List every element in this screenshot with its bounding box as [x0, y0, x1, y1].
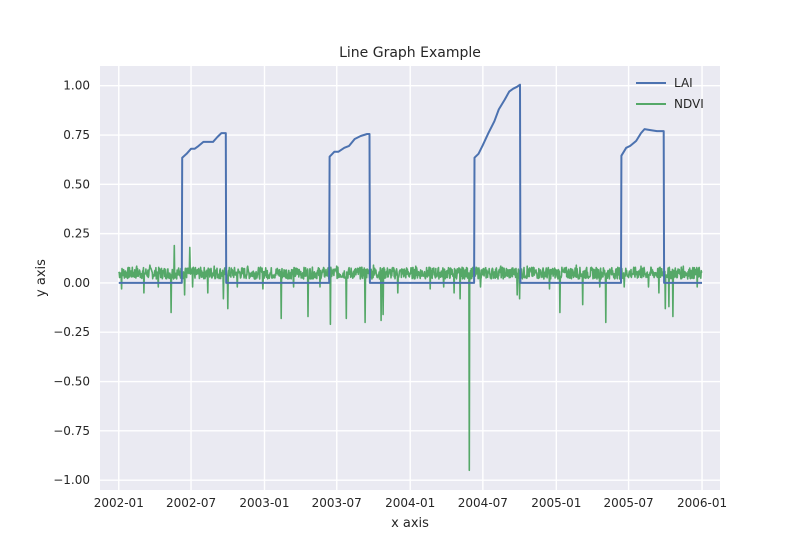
x-tick-label: 2006-01	[677, 496, 727, 510]
y-tick-label: −0.25	[53, 325, 90, 339]
y-tick-label: 0.50	[63, 177, 90, 191]
x-tick-label: 2003-07	[312, 496, 362, 510]
x-tick-label: 2004-07	[458, 496, 508, 510]
x-tick-label: 2002-07	[166, 496, 216, 510]
y-tick-labels: 1.00 0.75 0.50 0.25 0.00 −0.25 −0.50 −0.75 −1.00	[53, 79, 90, 487]
series-layer	[118, 83, 703, 472]
x-tick-label: 2004-01	[385, 496, 435, 510]
legend-label-ndvi: NDVI	[674, 97, 704, 111]
x-tick-label: 2005-07	[604, 496, 654, 510]
y-tick-label: 0.25	[63, 227, 90, 241]
y-tick-label: −0.75	[53, 424, 90, 438]
chart-title: Line Graph Example	[339, 45, 481, 61]
series-ndvi-line	[118, 244, 703, 472]
y-tick-label: 1.00	[63, 79, 90, 93]
x-axis-label: x axis	[391, 516, 429, 531]
series-lai-line	[118, 83, 702, 284]
legend-label-lai: LAI	[674, 76, 693, 90]
y-tick-label: 0.75	[63, 128, 90, 142]
y-tick-label: −1.00	[53, 473, 90, 487]
x-tick-label: 2003-01	[239, 496, 289, 510]
x-tick-label: 2002-01	[94, 496, 144, 510]
y-tick-label: 0.00	[63, 276, 90, 290]
legend: LAI NDVI	[636, 76, 704, 111]
y-tick-label: −0.50	[53, 375, 90, 389]
y-axis-label: y axis	[34, 259, 49, 297]
x-tick-label: 2005-01	[531, 496, 581, 510]
x-tick-labels: 2002-01 2002-07 2003-01 2003-07 2004-01 2004-…	[94, 496, 727, 510]
